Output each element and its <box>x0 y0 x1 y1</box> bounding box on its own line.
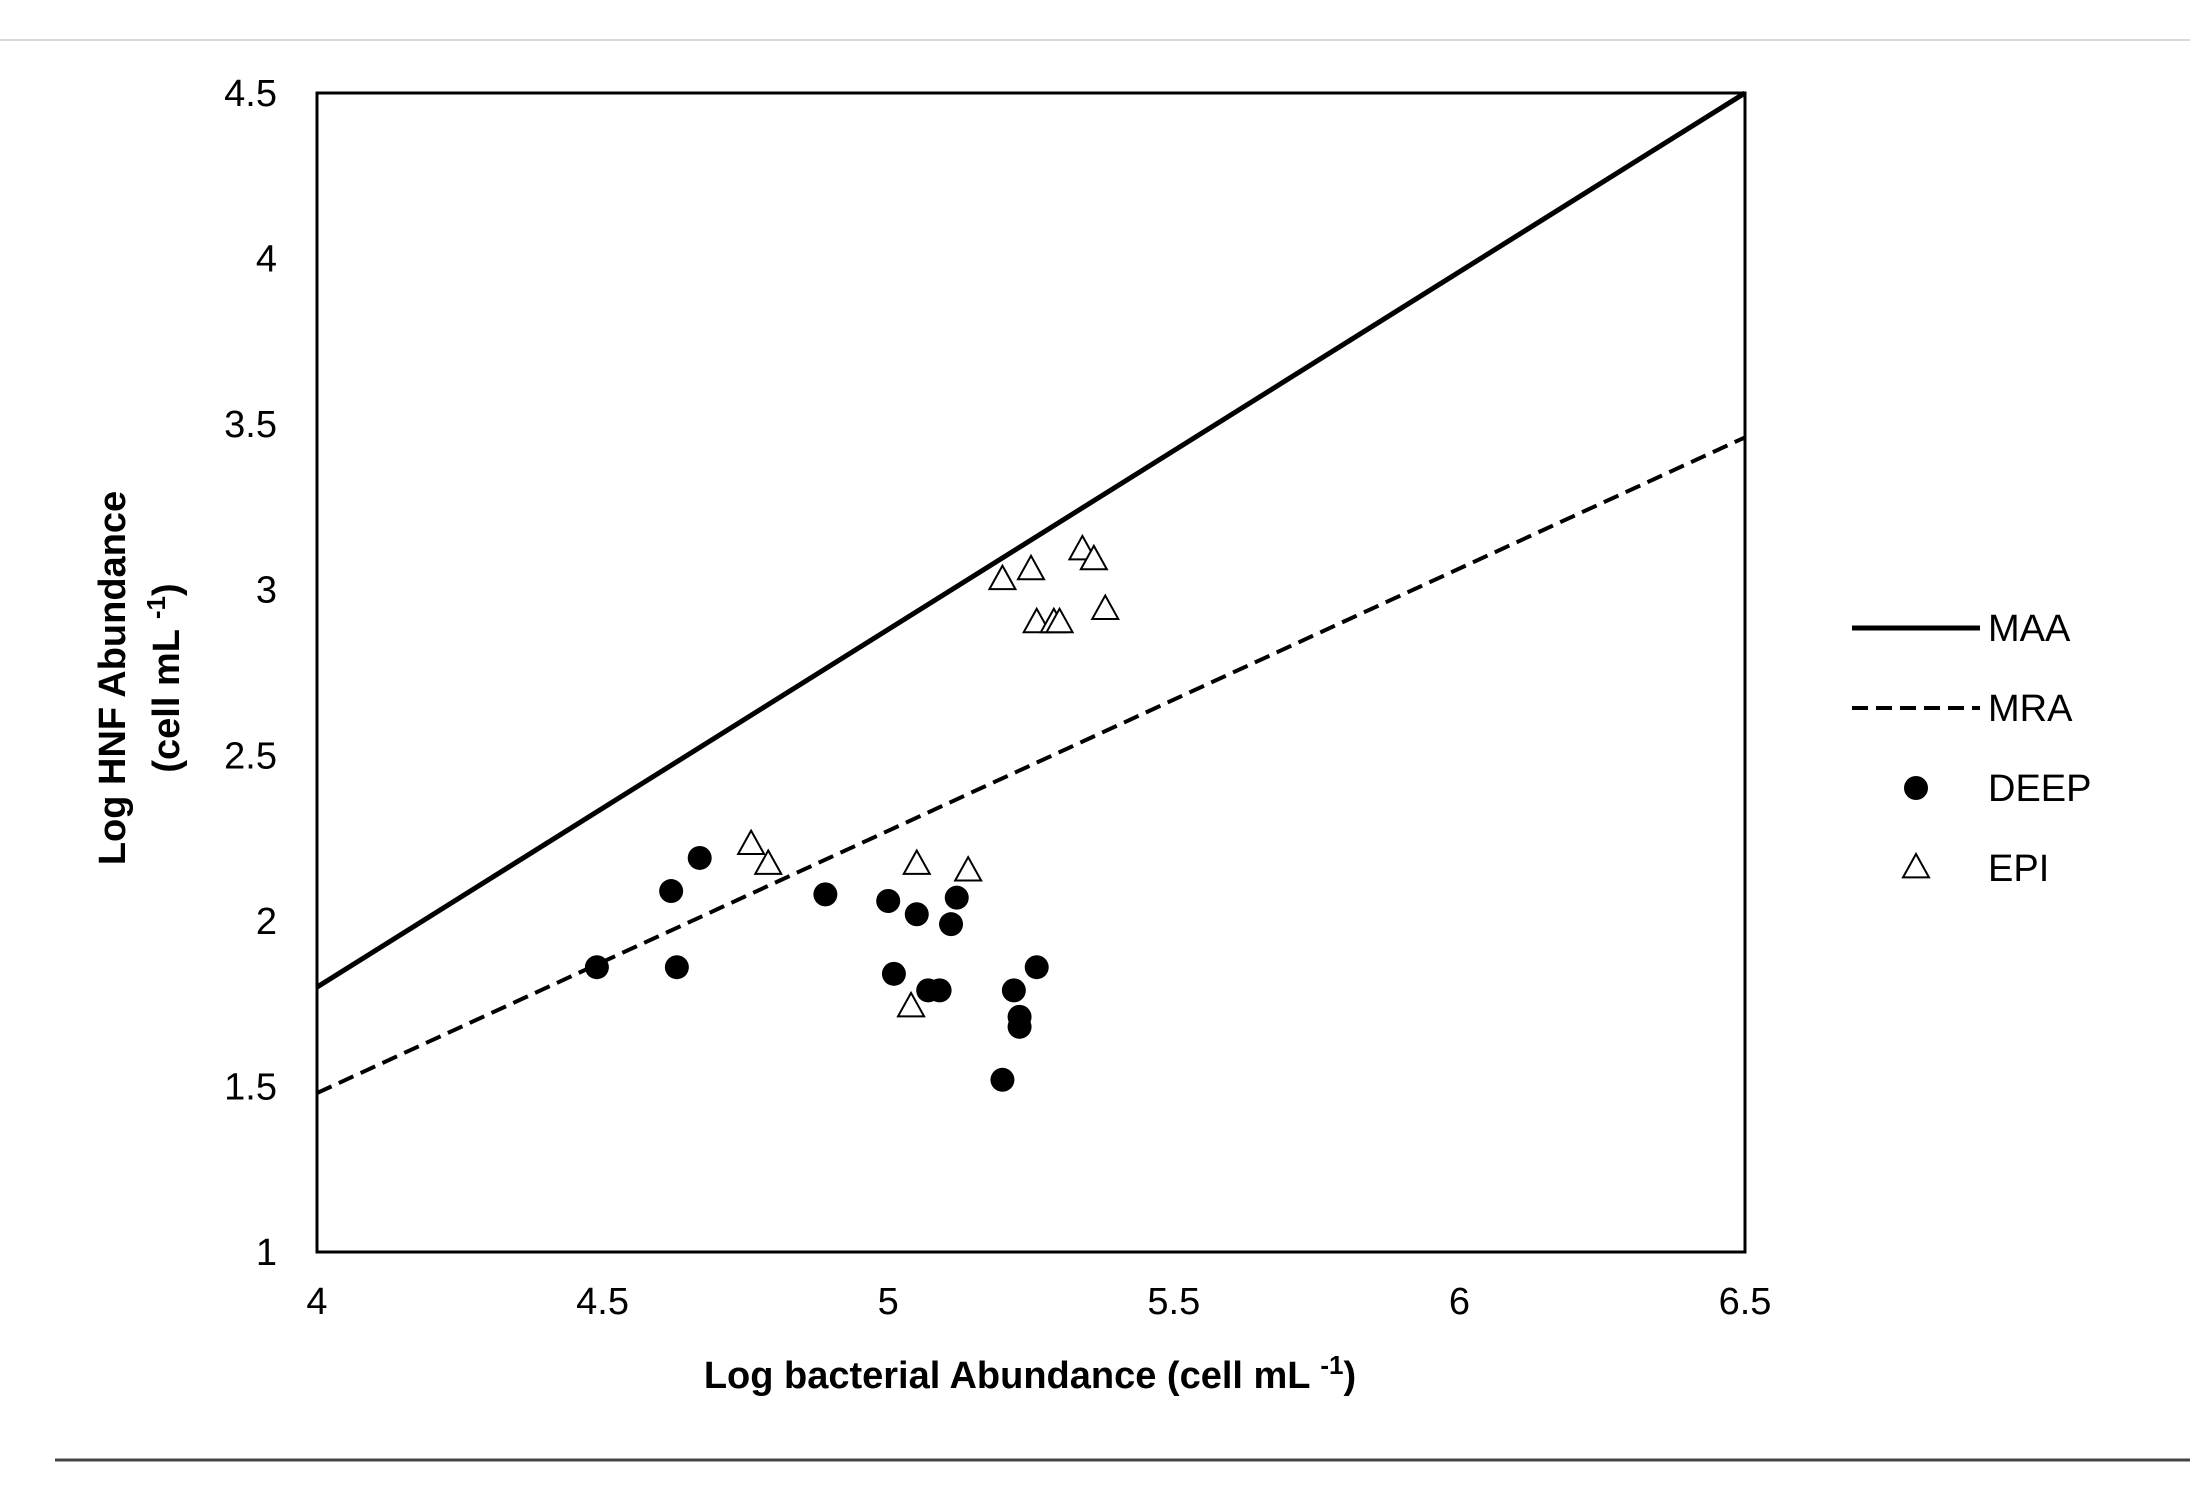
plot-frame <box>315 91 1747 1254</box>
point-deep <box>876 888 901 913</box>
y-tick-label: 4.5 <box>224 73 277 115</box>
legend: MAA MRA DEEP EPI <box>1852 608 2091 890</box>
x-tick-label: 6 <box>1449 1281 1470 1323</box>
x-tick-label: 4.5 <box>576 1281 629 1323</box>
point-epi <box>902 848 932 875</box>
point-deep <box>659 879 684 904</box>
y-tick-label: 3.5 <box>224 404 277 446</box>
legend-item-epi: EPI <box>1901 848 2049 890</box>
point-deep <box>1007 1014 1032 1039</box>
point-epi <box>736 828 766 856</box>
point-epi <box>896 990 926 1018</box>
point-deep <box>927 978 952 1003</box>
y-axis-title-line2: (cell mL -1) <box>141 583 188 772</box>
legend-item-maa: MAA <box>1852 608 2071 650</box>
legend-label: DEEP <box>1988 768 2091 810</box>
legend-label: EPI <box>1988 848 2049 890</box>
y-axis-title-line1: Log HNF Abundance <box>92 491 134 865</box>
point-epi <box>1090 593 1120 620</box>
x-tick-label: 4 <box>306 1281 327 1323</box>
y-tick-label: 3 <box>256 570 277 612</box>
y-tick-label: 2.5 <box>224 735 277 777</box>
point-epi <box>1044 606 1075 634</box>
point-epi <box>753 848 783 875</box>
legend-label: MRA <box>1988 688 2073 730</box>
x-axis-title-superscript: -1 <box>1320 1350 1343 1380</box>
y-axis-title: Log HNF Abundance (cell mL -1) <box>92 491 188 865</box>
y-tick-label: 1.5 <box>224 1066 277 1108</box>
point-deep <box>990 1067 1015 1092</box>
point-epi <box>953 855 983 882</box>
point-deep <box>1024 955 1049 980</box>
legend-label: MAA <box>1988 608 2071 650</box>
point-deep <box>687 845 712 870</box>
point-deep <box>881 961 906 986</box>
legend-swatch <box>1904 776 1928 800</box>
line-maa <box>315 90 1747 990</box>
x-tick-label: 6.5 <box>1719 1281 1772 1323</box>
y-tick-label: 1 <box>256 1232 277 1274</box>
point-deep <box>944 885 969 910</box>
point-deep <box>813 882 838 907</box>
point-deep <box>664 955 689 980</box>
legend-item-mra: MRA <box>1852 688 2073 730</box>
x-axis-title: Log bacterial Abundance (cell mL -1) <box>704 1350 1356 1397</box>
point-epi <box>1079 543 1109 571</box>
plot-area <box>315 90 1747 1254</box>
x-tick-label: 5.5 <box>1147 1281 1200 1323</box>
point-deep <box>1001 978 1026 1003</box>
x-tick-labels: 4 4.5 5 5.5 6 6.5 <box>306 1281 1771 1323</box>
y-tick-label: 2 <box>256 901 277 943</box>
y-tick-label: 4 <box>256 239 277 281</box>
point-deep <box>939 912 964 937</box>
line-mra <box>316 435 1746 1095</box>
point-deep <box>584 955 609 980</box>
x-tick-label: 5 <box>878 1281 899 1323</box>
point-deep <box>904 902 929 927</box>
y-tick-labels: 1 1.5 2 2.5 3 3.5 4 4.5 <box>224 73 277 1274</box>
legend-item-deep: DEEP <box>1904 768 2091 810</box>
point-epi <box>987 563 1018 591</box>
legend-swatch <box>1901 851 1931 879</box>
point-epi <box>1016 553 1046 581</box>
